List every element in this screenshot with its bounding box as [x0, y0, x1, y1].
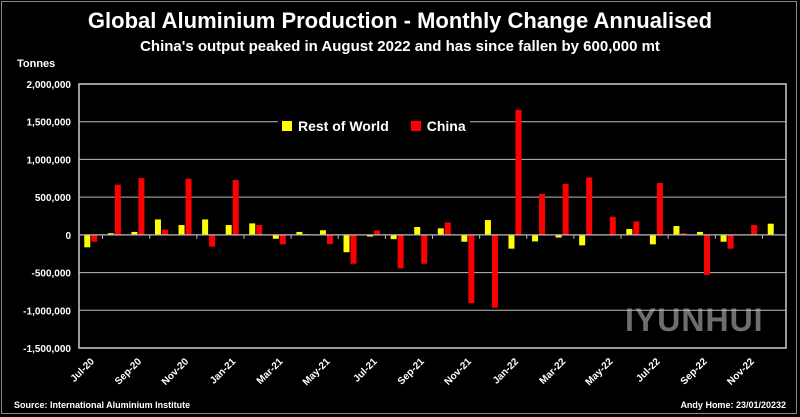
bar-rest-of-world	[178, 225, 185, 235]
bar-china	[609, 216, 616, 235]
bar-china	[656, 183, 663, 235]
y-tick-label: 2,000,000	[27, 80, 72, 91]
bar-rest-of-world	[626, 228, 633, 235]
bar-rest-of-world	[367, 234, 374, 237]
y-tick-label: 500,000	[35, 193, 72, 204]
bar-china	[161, 229, 168, 235]
x-tick-label: Sep-22	[679, 356, 710, 387]
bar-china	[468, 234, 475, 304]
bar-china	[91, 234, 98, 242]
bar-rest-of-world	[154, 219, 161, 235]
bar-rest-of-world	[649, 234, 656, 245]
bar-china	[209, 234, 216, 247]
chart-subtitle: China's output peaked in August 2022 and…	[140, 38, 660, 55]
bar-china	[114, 184, 121, 235]
bar-china	[751, 225, 758, 235]
x-tick-label: Mar-21	[255, 356, 286, 387]
bar-china	[326, 234, 333, 245]
legend-swatch-rest-of-world	[282, 121, 292, 131]
y-tick-label: -1,000,000	[23, 306, 71, 317]
bar-rest-of-world	[249, 223, 256, 235]
bar-china	[515, 109, 522, 235]
legend-swatch-china	[410, 121, 421, 131]
bar-rest-of-world	[437, 228, 444, 235]
bar-china	[185, 178, 192, 235]
bar-rest-of-world	[720, 234, 727, 242]
bar-china	[138, 178, 145, 235]
bar-rest-of-world	[579, 234, 586, 246]
bar-china	[633, 221, 640, 235]
y-tick-label: -1,500,000	[23, 344, 71, 355]
x-tick-label: May-21	[301, 356, 333, 388]
y-tick-label: 1,500,000	[27, 118, 72, 129]
bar-china	[279, 234, 286, 245]
x-tick-label: Sep-20	[113, 356, 144, 387]
x-tick-label: Mar-22	[538, 356, 569, 387]
plot-border	[78, 83, 787, 349]
bar-china	[491, 234, 498, 308]
bar-china	[444, 222, 451, 235]
source-note: Source: International Aluminium Institut…	[14, 400, 191, 410]
legend-label-rest-of-world: Rest of World	[298, 118, 389, 134]
bar-rest-of-world	[414, 227, 421, 235]
bar-china	[727, 234, 734, 249]
y-tick-label: -500,000	[32, 269, 72, 280]
bar-china	[350, 234, 357, 264]
y-tick-label: 0	[65, 231, 71, 242]
bar-china	[421, 234, 428, 264]
bar-china	[232, 180, 239, 235]
y-tick-label: 1,000,000	[27, 155, 72, 166]
bar-china	[562, 184, 569, 235]
bar-rest-of-world	[296, 231, 303, 235]
x-tick-label: Jan-21	[208, 356, 238, 386]
bar-china	[397, 234, 404, 269]
bar-china	[704, 234, 711, 275]
bar-rest-of-world	[697, 231, 704, 235]
bar-rest-of-world	[225, 225, 232, 235]
bar-rest-of-world	[84, 234, 91, 248]
x-tick-label: Nov-20	[160, 356, 192, 388]
x-tick-label: Jul-22	[634, 356, 663, 385]
bar-rest-of-world	[508, 234, 515, 249]
bar-rest-of-world	[131, 231, 138, 235]
x-tick-label: Nov-22	[725, 356, 757, 388]
x-tick-label: May-22	[584, 356, 616, 388]
bar-china	[256, 225, 263, 235]
legend: Rest of World China	[278, 118, 470, 134]
bar-rest-of-world	[319, 230, 326, 235]
bar-rest-of-world	[272, 234, 279, 239]
bar-rest-of-world	[343, 234, 350, 253]
chart-title: Global Aluminium Production - Monthly Ch…	[87, 8, 713, 33]
bar-rest-of-world	[484, 220, 491, 235]
bar-china	[539, 193, 546, 235]
x-tick-label: Jul-21	[351, 356, 380, 385]
x-tick-label: Jan-22	[491, 356, 521, 386]
x-tick-label: Sep-21	[396, 356, 427, 387]
author-note: Andy Home: 23/01/20232	[680, 400, 786, 410]
bar-rest-of-world	[532, 234, 539, 242]
bar-rest-of-world	[202, 219, 209, 235]
x-tick-label: Jul-20	[69, 356, 98, 385]
bar-china	[374, 230, 381, 235]
bar-rest-of-world	[767, 223, 774, 235]
bar-rest-of-world	[107, 233, 114, 235]
bar-rest-of-world	[390, 234, 397, 240]
bar-rest-of-world	[673, 226, 680, 235]
x-tick-label: Nov-21	[443, 356, 475, 388]
bar-china	[586, 177, 593, 235]
bar-rest-of-world	[555, 234, 562, 238]
bar-rest-of-world	[461, 234, 468, 242]
watermark: IYUNHUI	[625, 302, 764, 338]
y-axis-label: Tonnes	[17, 58, 56, 70]
bar-china	[680, 233, 687, 235]
legend-label-china: China	[426, 118, 466, 134]
